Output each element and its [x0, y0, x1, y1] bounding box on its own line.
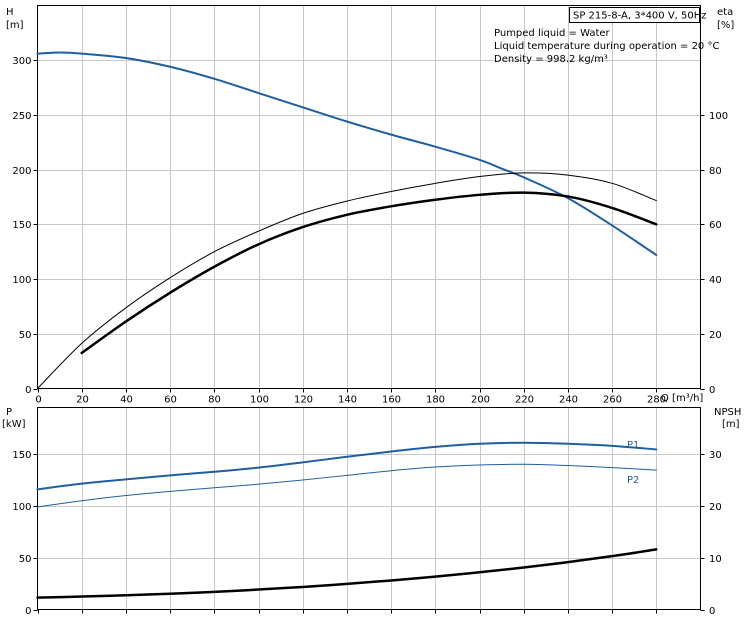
title-box	[569, 7, 700, 23]
bottom-left-axis-unit: [kW]	[2, 419, 26, 430]
bottom-left-tick-label: 100	[12, 502, 31, 513]
x-tick-label: 220	[515, 395, 534, 406]
top-right-axis-unit: [%]	[717, 20, 734, 31]
top-series-line-2	[80, 191, 658, 355]
x-tick-label: 260	[603, 395, 622, 406]
x-tick-label: 100	[250, 395, 269, 406]
bottom-left-tick-label: 0	[25, 606, 31, 617]
x-tick-label: 140	[338, 395, 357, 406]
bottom-series-line-1	[37, 463, 657, 508]
bottom-chart-series	[36, 441, 658, 599]
top-right-tick-label: 40	[709, 275, 722, 286]
series-label-p1: P1	[627, 440, 639, 451]
bottom-right-axis-label: NPSH	[714, 407, 741, 418]
top-chart-grid	[37, 5, 701, 389]
x-tick-label: 0	[35, 395, 41, 406]
x-tick-label: 40	[120, 395, 133, 406]
series-label-p2: P2	[627, 475, 639, 486]
top-left-tick-label: 300	[12, 56, 31, 67]
top-left-tick-label: 50	[19, 330, 32, 341]
top-right-tick-label: 80	[709, 166, 722, 177]
bottom-right-axis-unit: [m]	[722, 419, 740, 430]
top-left-tick-label: 250	[12, 111, 31, 122]
bottom-right-tick-label: 0	[709, 606, 715, 617]
bottom-left-tick-label: 50	[19, 554, 32, 565]
x-tick-label: 180	[426, 395, 445, 406]
top-left-tick-label: 0	[25, 385, 31, 396]
top-right-tick-label: 20	[709, 330, 722, 341]
x-tick-label: 280	[647, 395, 666, 406]
top-right-tick-label: 60	[709, 220, 722, 231]
x-tick-label: 60	[164, 395, 177, 406]
top-right-axis-label: eta	[717, 7, 733, 18]
info-density: Density = 998.2 kg/m³	[494, 54, 608, 65]
bottom-chart-ticks: 0 50 100 150 0 10 20 30	[12, 450, 721, 617]
chart-title: SP 215-8-A, 3*400 V, 50Hz	[573, 11, 707, 22]
top-chart-series	[36, 51, 658, 389]
top-series-line-0	[36, 51, 658, 256]
top-left-tick-label: 200	[12, 166, 31, 177]
bottom-right-tick-label: 30	[709, 450, 722, 461]
bottom-series-line-2	[36, 548, 658, 599]
info-liquid-temperature: Liquid temperature during operation = 20…	[494, 41, 719, 52]
bottom-right-tick-label: 10	[709, 554, 722, 565]
top-left-tick-label: 100	[12, 275, 31, 286]
top-chart-ticks: 0 50 100 150 200 250 300 0 20 40 60 80 100 0 20 40 60 80 1…	[12, 56, 728, 406]
top-left-axis-label: H	[6, 7, 14, 18]
bottom-left-axis-label: P	[6, 407, 12, 418]
x-tick-label: 80	[208, 395, 221, 406]
top-right-tick-label: 100	[709, 111, 728, 122]
x-tick-label: 120	[294, 395, 313, 406]
x-tick-label: 160	[382, 395, 401, 406]
top-left-axis-unit: [m]	[6, 20, 24, 31]
bottom-chart-frame	[37, 407, 701, 610]
x-axis-label: Q [m³/h]	[661, 393, 703, 404]
info-pumped-liquid: Pumped liquid = Water	[494, 28, 611, 39]
bottom-left-tick-label: 150	[12, 450, 31, 461]
top-series-line-1	[37, 172, 657, 389]
x-tick-label: 200	[471, 395, 490, 406]
top-left-tick-label: 150	[12, 220, 31, 231]
bottom-right-tick-label: 20	[709, 502, 722, 513]
bottom-series-line-0	[36, 441, 658, 491]
bottom-chart-grid	[37, 407, 701, 610]
top-chart-frame	[37, 5, 701, 389]
top-right-tick-label: 0	[709, 385, 715, 396]
x-tick-label: 20	[76, 395, 89, 406]
x-tick-label: 240	[559, 395, 578, 406]
